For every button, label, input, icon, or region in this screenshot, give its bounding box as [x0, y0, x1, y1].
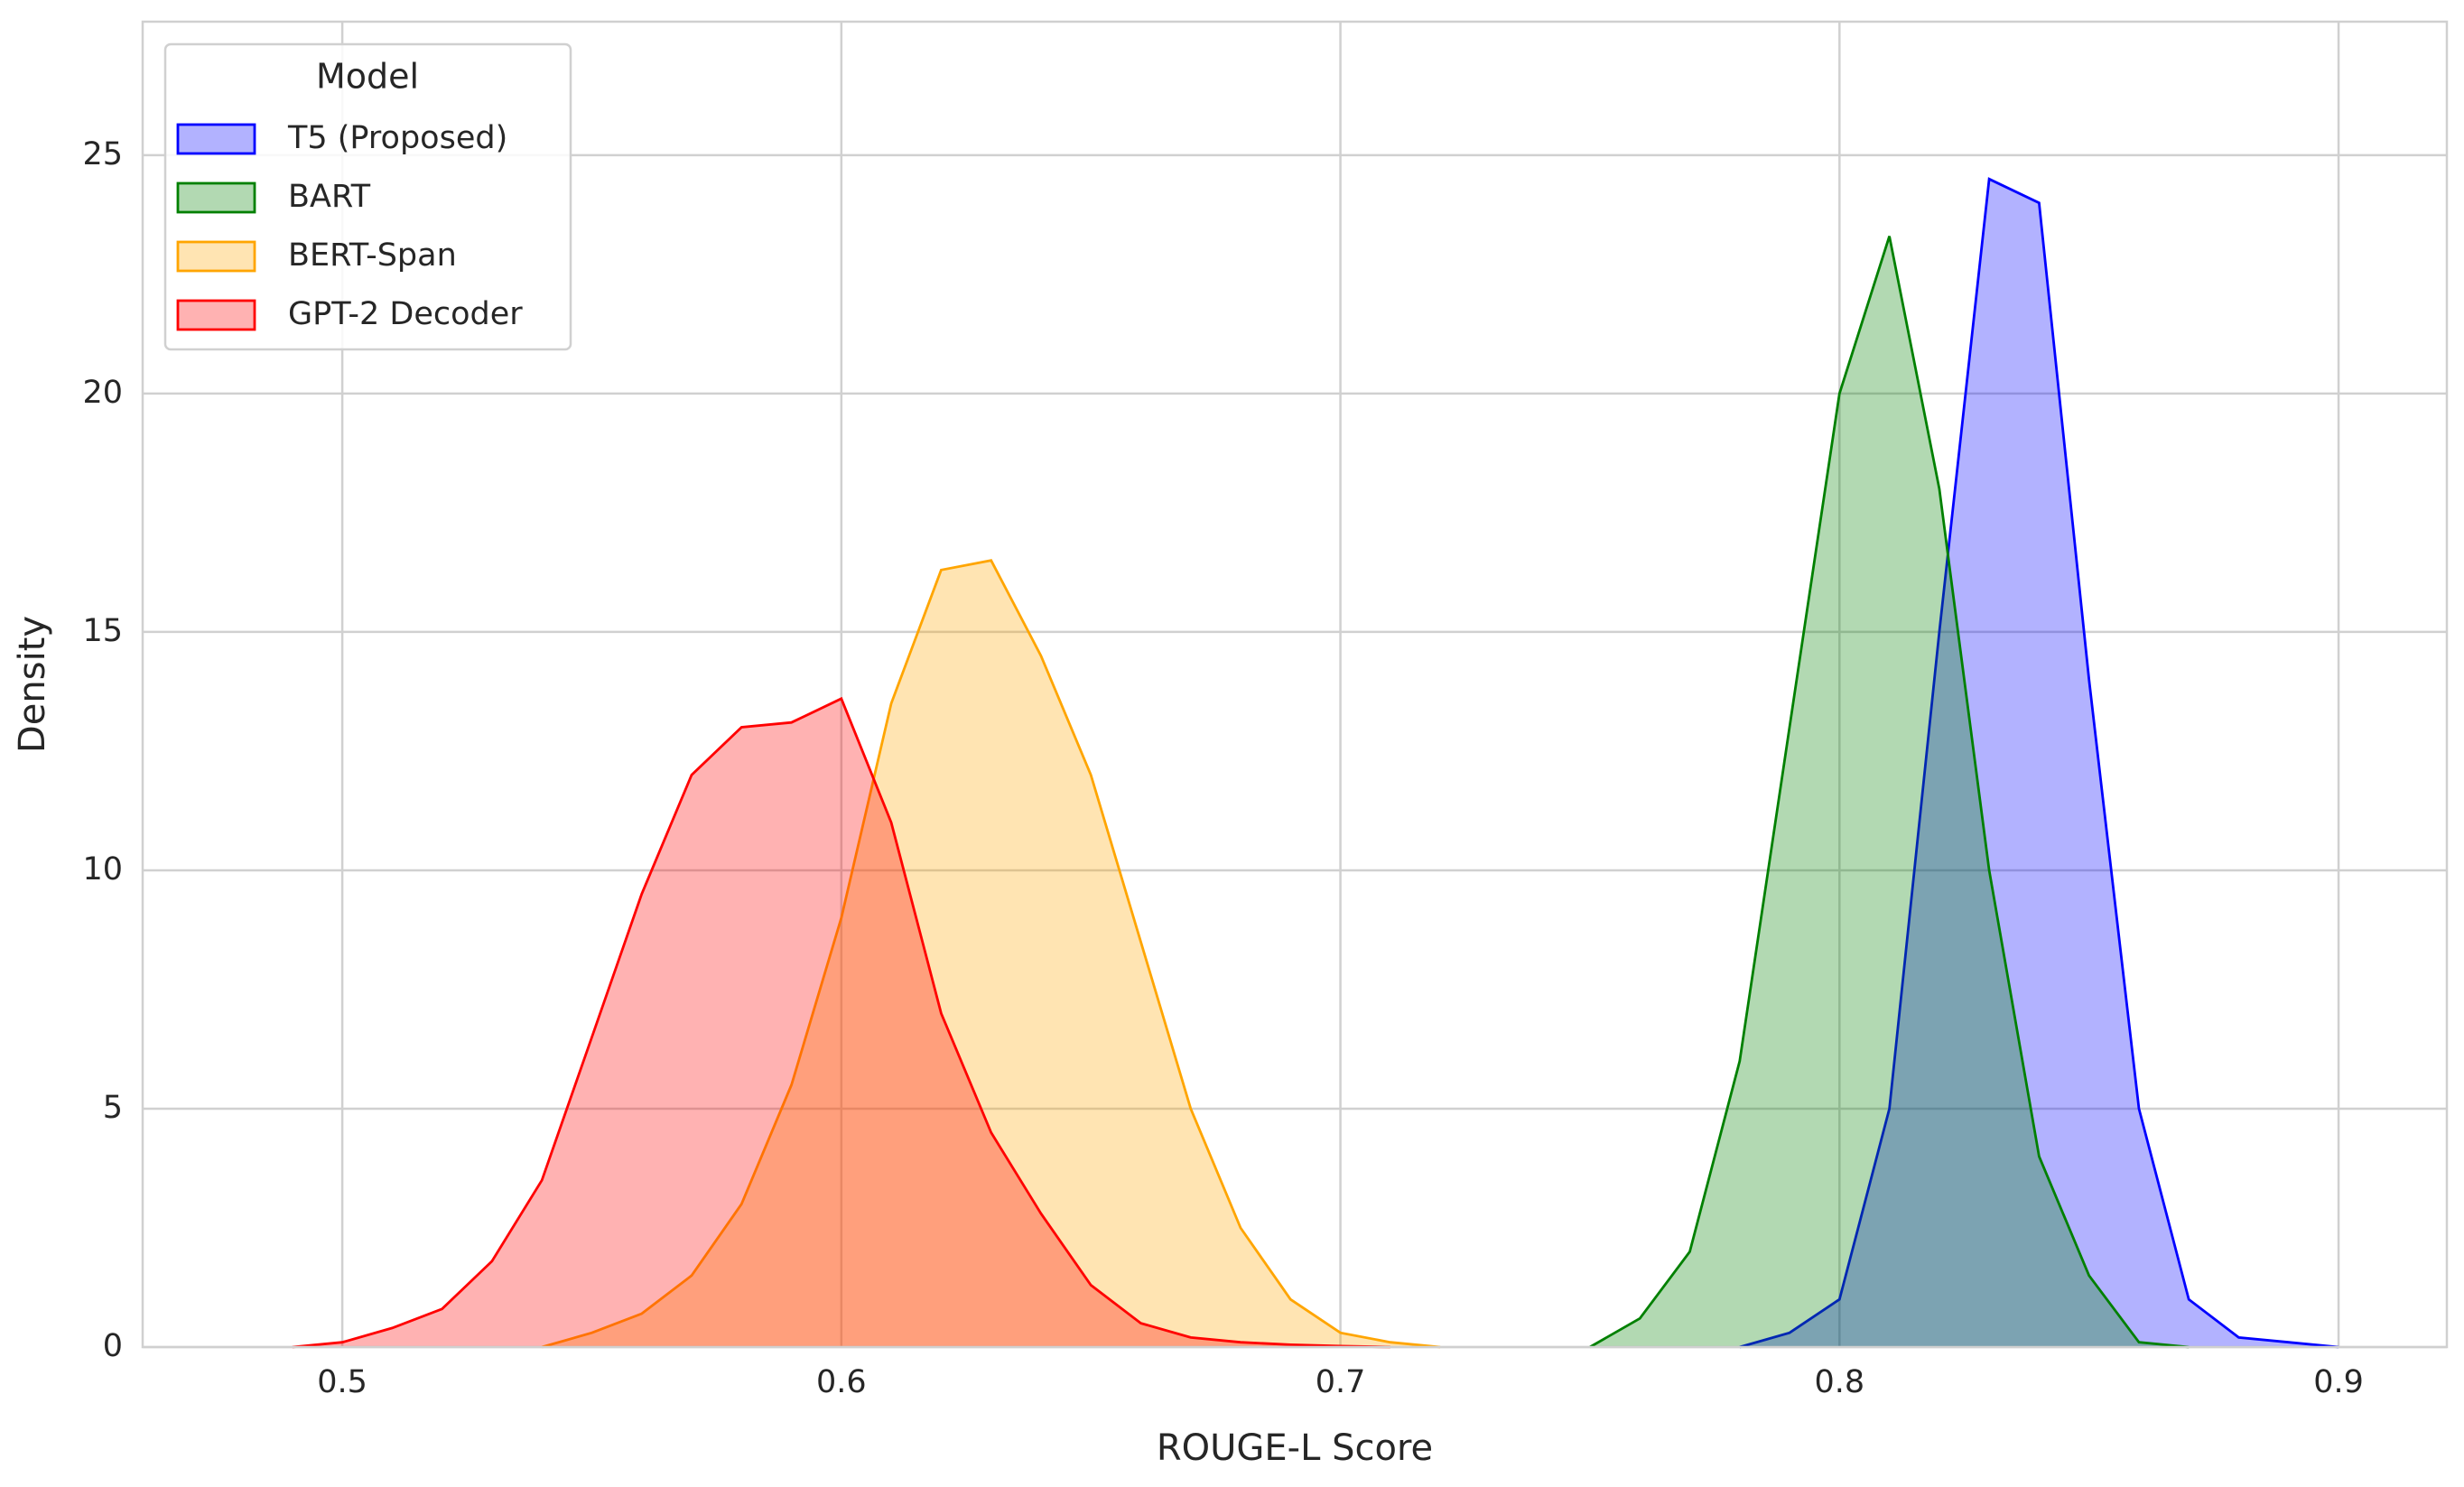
density-area	[1739, 179, 2339, 1347]
density-area	[1589, 236, 2190, 1348]
legend: Model T5 (Proposed) BART BERT-Span GPT-2 Dec…	[163, 42, 572, 351]
legend-swatch	[176, 181, 256, 214]
y-tick-label: 15	[82, 613, 123, 649]
x-axis-label: ROUGE-L Score	[1157, 1427, 1433, 1469]
legend-swatch	[176, 240, 256, 273]
plot-frame	[141, 20, 2449, 1349]
density-line	[1589, 236, 2190, 1349]
x-tick-label: 0.5	[317, 1364, 367, 1400]
density-area	[542, 560, 1441, 1347]
y-tick-label: 20	[82, 375, 123, 411]
x-tick-label: 0.6	[816, 1364, 867, 1400]
x-tick-label: 0.7	[1316, 1364, 1366, 1400]
x-tick-label: 0.8	[1814, 1364, 1864, 1400]
y-tick-label: 10	[82, 851, 123, 888]
y-tick-label: 25	[82, 136, 123, 172]
x-tick-label: 0.9	[2313, 1364, 2364, 1400]
legend-label: T5 (Proposed)	[287, 120, 507, 156]
legend-title: Model	[316, 57, 419, 97]
density-line	[292, 696, 1390, 1349]
density-area	[292, 698, 1390, 1347]
density-line	[541, 559, 1441, 1349]
legend-swatch	[176, 299, 256, 331]
y-tick-label: 0	[103, 1328, 123, 1364]
legend-swatch	[176, 123, 256, 155]
legend-label: BERT-Span	[288, 237, 457, 274]
legend-box	[163, 42, 572, 351]
y-tick-label: 5	[103, 1090, 123, 1126]
legend-label: GPT-2 Decoder	[288, 296, 523, 332]
density-line	[1739, 177, 2339, 1349]
legend-label: BART	[288, 179, 371, 215]
y-axis-label: Density	[12, 616, 53, 753]
